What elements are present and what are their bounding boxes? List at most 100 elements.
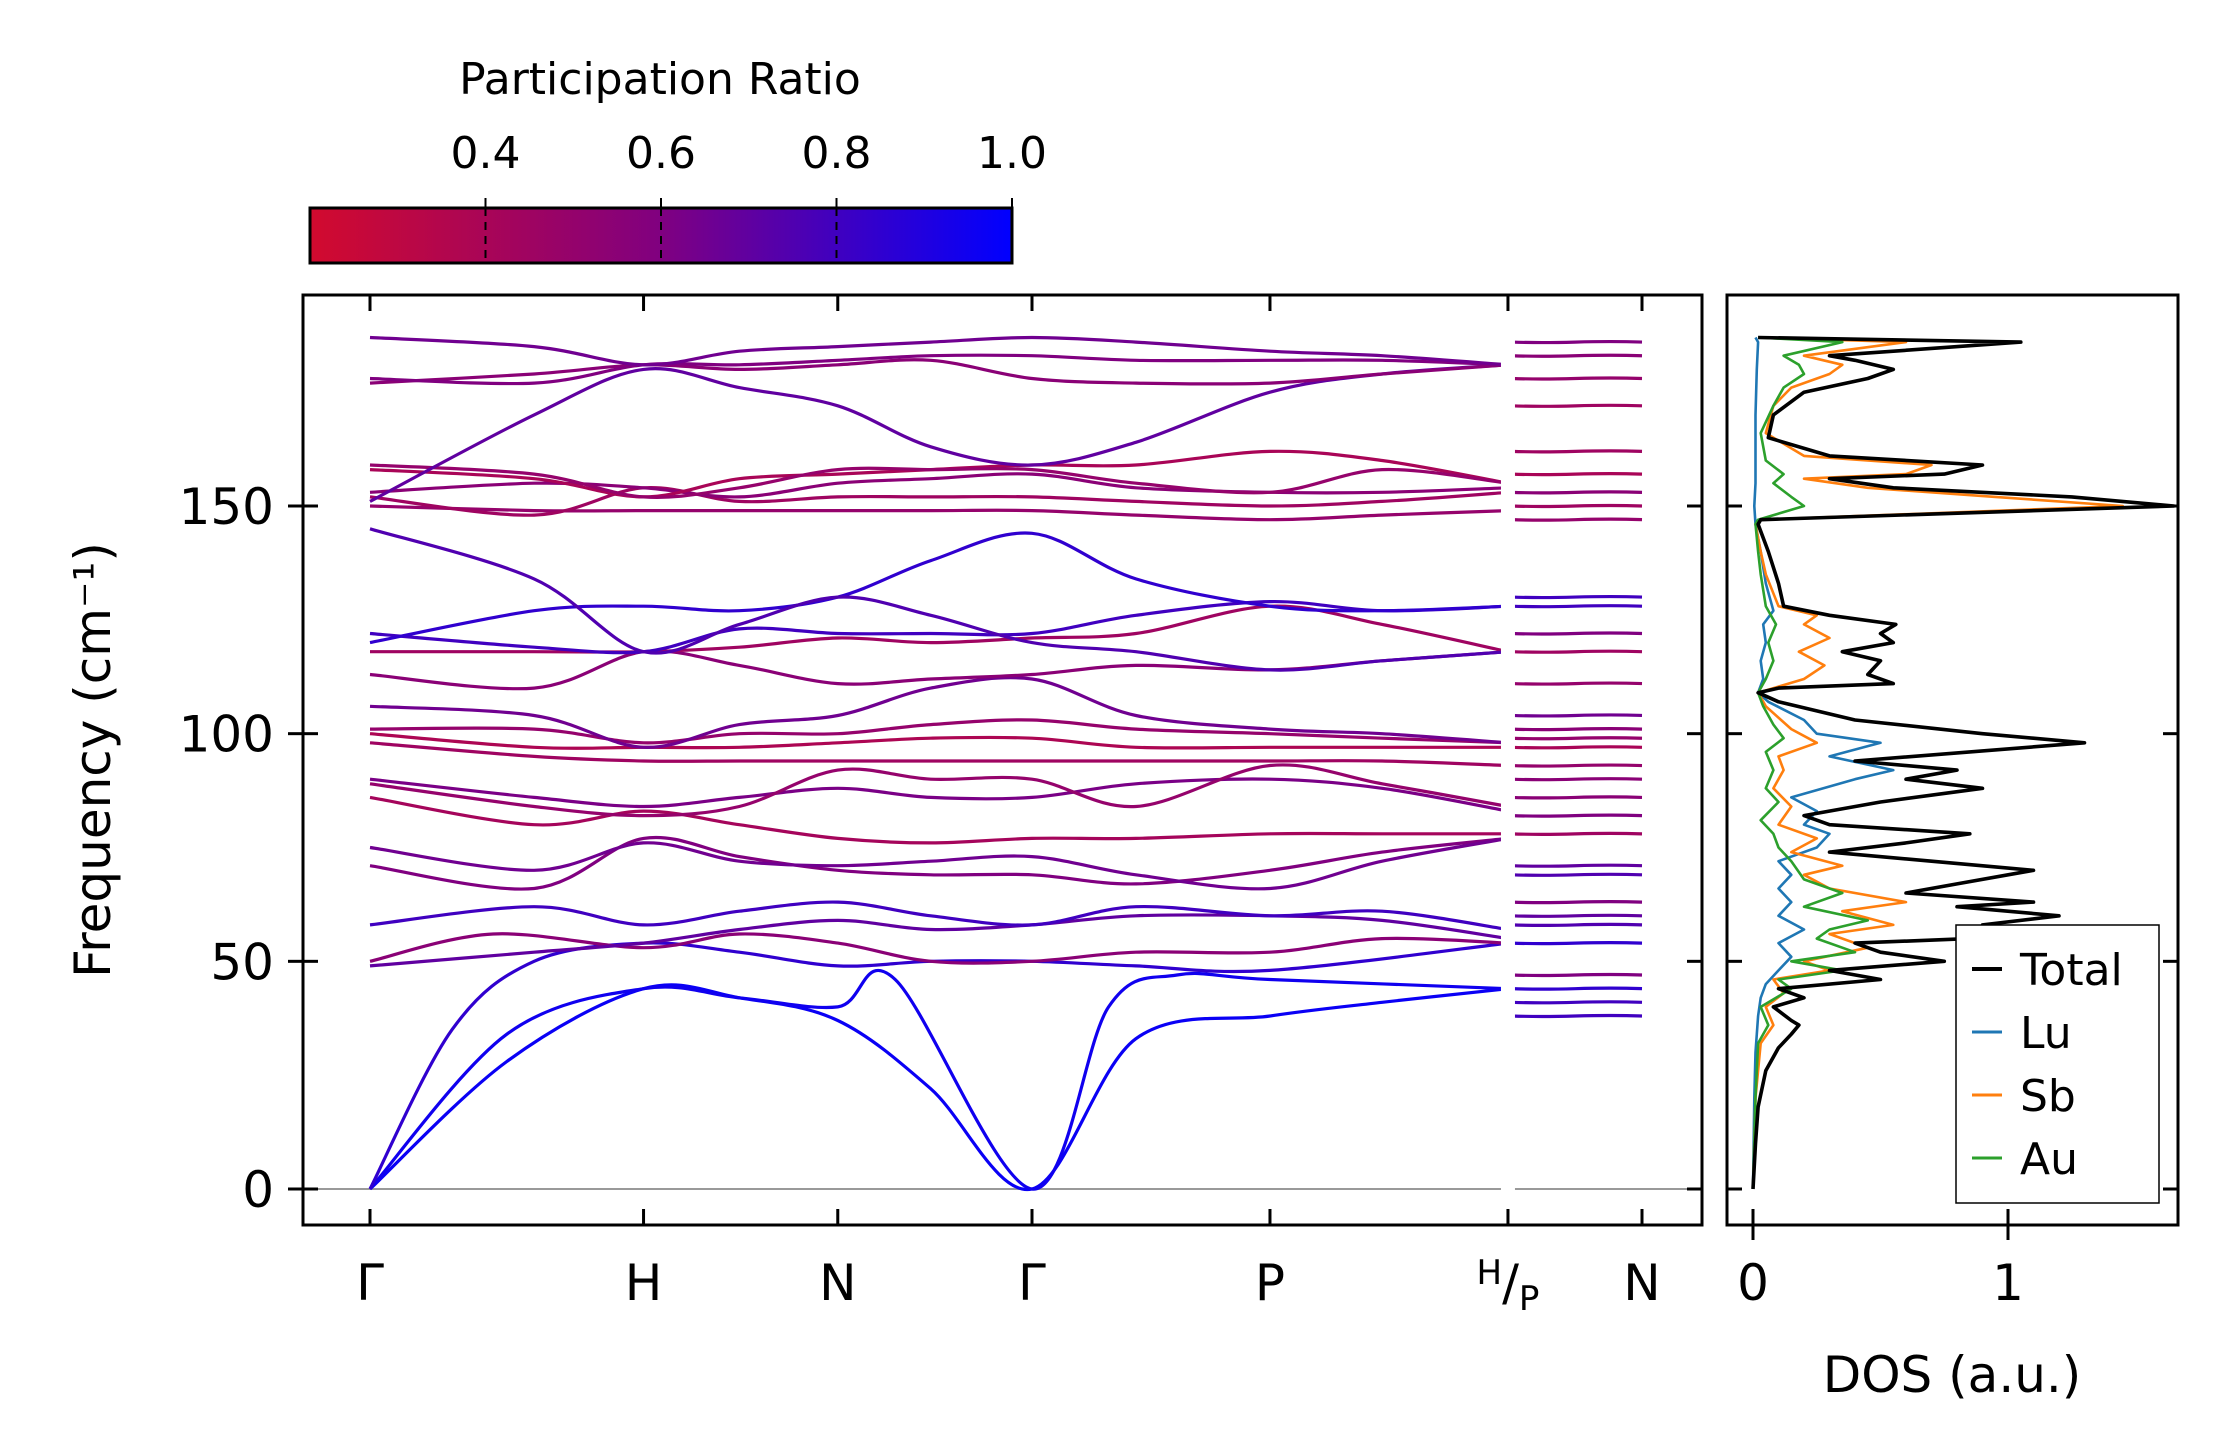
phonon-branch-b14 [369,718,1509,745]
phonon-branch-b12 [369,741,1509,768]
phonon-branch-b28 [369,353,1509,386]
phonon-branch-hp-n [1511,872,1643,877]
k-label: N [819,1254,856,1312]
colorbar-tick-label: 0.4 [451,128,521,179]
phonon-branch-hp-n [1511,940,1643,946]
phonon-branch-b26 [369,363,1509,503]
phonon-branch-b23 [369,472,1509,499]
phonon-branch-hp-n [1511,986,1643,991]
phonon-branch-hp-n [1511,736,1643,741]
path-break-gap [1500,296,1515,1224]
phonon-branch-TA1 [368,983,1509,1192]
phonon-branch-hp-n [1511,503,1643,509]
phonon-branch-b22 [369,485,1509,517]
phonon-branch-b16 [369,649,1509,691]
k-label: Γ [1018,1254,1046,1312]
dos-curves [1751,335,2176,1190]
phonon-branch-b27 [369,358,1509,386]
phonon-branch-b10 [369,777,1509,813]
phonon-branch-hp-n [1511,972,1643,978]
phonon-branch-hp-n [1511,1013,1643,1019]
phonon-branch-hp-n [1511,831,1643,837]
phonon-branch-LA [368,941,1509,1190]
k-label: N [1623,1254,1660,1312]
phonon-branch-hp-n [1511,604,1643,609]
dos-curve-au [1751,336,1870,1190]
phonon-branch-b17 [370,604,1509,654]
k-label: Γ [356,1254,384,1312]
phonon-branch-b9 [369,795,1508,845]
legend-label-au: Au [2020,1134,2078,1185]
phonon-branch-b4 [369,932,1509,965]
phonon-branch-hp-n [1511,403,1643,408]
phonon-branch-hp-n [1511,763,1643,768]
phonon-branch-hp-n [1511,353,1643,358]
legend-label-total: Total [2019,945,2123,996]
dos-axes-frame [1725,293,2180,1227]
k-label: H [625,1254,663,1312]
phonon-branch-hp-n [1511,517,1643,522]
phonon-branch-hp-n [1511,863,1643,868]
phonon-branch-b13 [369,732,1508,750]
colorbar-tick-label: 1.0 [977,128,1047,179]
phonon-branch-hp-n [1511,490,1643,495]
frequency-axis: 0 50 100 150 [179,478,1702,1219]
phonon-branch-hp-n [1511,745,1643,750]
legend-label-lu: Lu [2020,1008,2072,1059]
legend-label-sb: Sb [2020,1071,2076,1122]
phonon-branch-b8 [369,836,1509,891]
phonon-branch-b6 [369,900,1509,932]
x-axis-label-dos: DOS (a.u.) [1823,1346,2082,1404]
phonon-branch-b5 [369,913,1509,968]
phonon-branch-hp-n [1511,777,1643,782]
phonon-branch-hp-n [1511,913,1643,918]
phonon-branch-b19 [369,531,1509,645]
y-tick-label: 150 [179,478,274,536]
phonon-branch-b29 [369,335,1509,367]
phonon-branch-b7 [369,835,1509,891]
phonon-branch-b15 [369,676,1509,749]
phonon-branch-hp-n [1511,631,1643,636]
band-axes-frame [301,293,1704,1227]
dos-x-tick-label: 0 [1737,1254,1769,1312]
dos-x-tick-label: 1 [1992,1254,2024,1312]
phonon-branch-hp-n [1511,1000,1643,1005]
legend: Total Lu Sb Au [1955,924,2160,1204]
phonon-branch-b18 [369,599,1509,655]
phonon-branch-b21 [369,504,1509,522]
dos-curve-total [1751,335,2176,1190]
y-tick-label: 100 [179,706,274,764]
phonon-branch-hp-n [1511,594,1643,600]
colorbar-ticks: 0.4 0.6 0.8 1.0 [451,128,1047,263]
phonon-branch-hp-n [1511,713,1643,718]
phonon-branch-hp-n [1511,681,1643,686]
phonon-branch-b20 [369,527,1509,672]
colorbar-title: Participation Ratio [459,54,861,105]
phonon-branch-hp-n [1511,795,1643,800]
colorbar: Participation Ratio 0.4 0.6 0.8 1.0 [308,54,1047,265]
colorbar-tick-label: 0.8 [802,128,872,179]
colorbar-tick-label: 0.6 [626,128,696,179]
phonon-branch-b25 [369,463,1509,499]
phonon-bands [368,335,1643,1192]
phonon-branch-hp-n [1511,922,1643,928]
k-path-ticks: Γ H N Γ P H/P N [356,295,1661,1319]
phonon-branch-TA2 [368,968,1509,1191]
band-structure-panel: Γ H N Γ P H/P N 0 50 100 150 Frequency (cm⁻¹) [64,293,1704,1319]
y-axis-label: Frequency (cm⁻¹) [64,542,122,978]
phonon-branch-hp-n [1511,471,1643,477]
y-tick-label: 0 [242,1161,274,1219]
phonon-branch-hp-n [1511,339,1643,345]
phonon-branch-hp-n [1511,813,1643,818]
y-tick-label: 50 [210,933,274,991]
phonon-branch-hp-n [1511,449,1643,454]
phonon-branch-hp-n [1511,649,1643,654]
k-label: P [1255,1254,1285,1312]
phonon-branch-b11 [369,763,1509,818]
phonon-branch-hp-n [1511,899,1643,905]
phonon-branch-hp-n [1511,376,1643,381]
k-label: H/P [1476,1253,1539,1319]
